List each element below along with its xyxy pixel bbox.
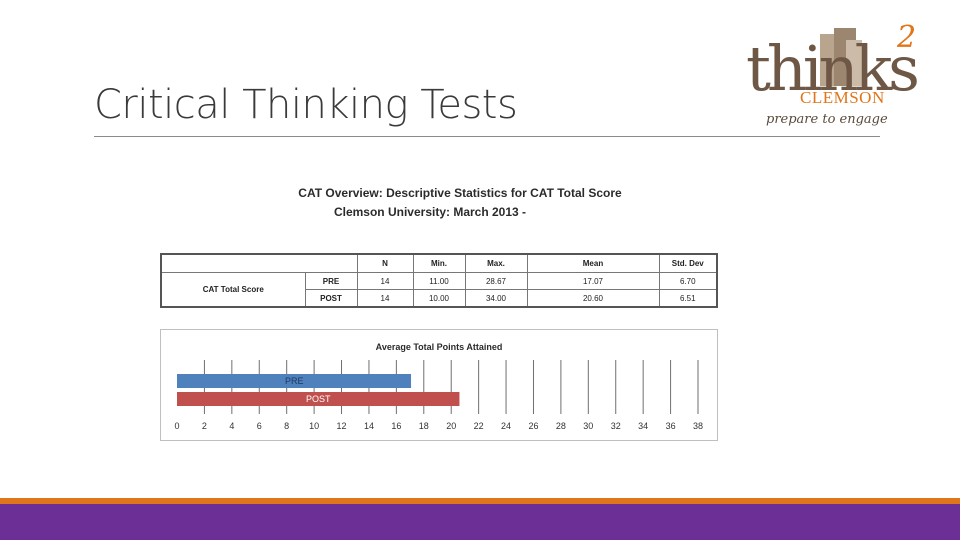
bar-pre — [177, 374, 412, 388]
bar-label-pre: PRE — [285, 376, 304, 386]
clemson-thinks2-logo: thinks 2 CLEMSON prepare to engage — [742, 20, 932, 140]
x-tick-label: 6 — [257, 421, 262, 431]
x-tick-label: 22 — [474, 421, 484, 431]
x-tick-label: 26 — [528, 421, 538, 431]
stats-header-row: N Min. Max. Mean Std. Dev — [160, 253, 718, 273]
x-tick-label: 20 — [446, 421, 456, 431]
header-n: N — [356, 253, 414, 273]
bar-chart-panel: Average Total Points Attained PRE POST 0 2… — [160, 329, 718, 441]
slide-title: Critical Thinking Tests — [94, 82, 518, 128]
chart-title: Average Total Points Attained — [376, 342, 503, 352]
max-cell: 28.67 — [464, 272, 528, 290]
mean-cell: 17.07 — [526, 272, 660, 290]
group-cell: PRE — [304, 272, 358, 290]
min-cell: 11.00 — [412, 272, 466, 290]
footer-purple-band — [0, 504, 960, 540]
table-row: POST 14 10.00 34.00 20.60 6.51 — [161, 289, 718, 308]
header-empty-cell — [160, 253, 358, 273]
x-tick-label: 38 — [693, 421, 703, 431]
x-tick-label: 18 — [419, 421, 429, 431]
title-divider — [94, 136, 880, 137]
stats-table: N Min. Max. Mean Std. Dev CAT Total Scor… — [160, 253, 718, 308]
header-max: Max. — [464, 253, 528, 273]
n-cell: 14 — [356, 289, 414, 308]
n-cell: 14 — [356, 272, 414, 290]
mean-cell: 20.60 — [526, 289, 660, 308]
logo-subtitle: CLEMSON — [800, 88, 885, 107]
header-min: Min. — [412, 253, 466, 273]
bar-label-post: POST — [306, 394, 331, 404]
x-tick-label: 0 — [174, 421, 179, 431]
x-tick-label: 34 — [638, 421, 648, 431]
x-tick-label: 30 — [583, 421, 593, 431]
sd-cell: 6.51 — [658, 289, 718, 308]
x-tick-label: 2 — [202, 421, 207, 431]
stats-heading-line1: CAT Overview: Descriptive Statistics for… — [298, 186, 622, 200]
row-label: CAT Total Score — [160, 272, 306, 308]
sd-cell: 6.70 — [658, 272, 718, 290]
header-sd: Std. Dev — [658, 253, 718, 273]
x-tick-label: 14 — [364, 421, 374, 431]
logo-wordmark: thinks — [746, 32, 920, 105]
x-tick-label: 8 — [284, 421, 289, 431]
group-cell: POST — [304, 289, 358, 308]
x-tick-label: 32 — [611, 421, 621, 431]
x-tick-label: 36 — [666, 421, 676, 431]
x-axis-ticks: 0 2 4 6 8 10 12 14 16 18 20 22 24 26 28 30 32 34 36 38 — [174, 421, 703, 431]
x-tick-label: 12 — [337, 421, 347, 431]
x-tick-label: 4 — [229, 421, 234, 431]
table-row: CAT Total Score PRE 14 11.00 28.67 17.07… — [160, 272, 718, 308]
min-cell: 10.00 — [412, 289, 466, 308]
header-mean: Mean — [526, 253, 660, 273]
footer-orange-band — [0, 498, 960, 504]
x-tick-label: 16 — [391, 421, 401, 431]
x-tick-label: 10 — [309, 421, 319, 431]
x-tick-label: 28 — [556, 421, 566, 431]
bar-post — [177, 392, 460, 406]
stats-heading-line2: Clemson University: March 2013 - — [333, 205, 527, 219]
max-cell: 34.00 — [464, 289, 528, 308]
logo-tagline: prepare to engage — [766, 112, 888, 127]
x-tick-label: 24 — [501, 421, 511, 431]
logo-superscript: 2 — [897, 20, 917, 55]
